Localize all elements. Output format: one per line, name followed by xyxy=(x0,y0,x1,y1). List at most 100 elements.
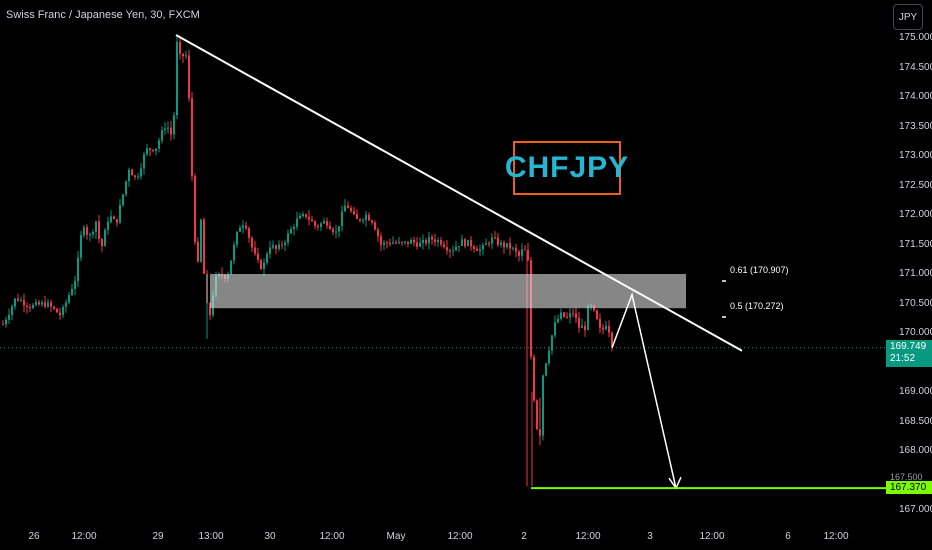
candle-body xyxy=(413,239,415,243)
currency-button[interactable]: JPY xyxy=(893,4,923,30)
candle-body xyxy=(611,332,613,347)
candle-body xyxy=(194,176,196,242)
candle-body xyxy=(275,245,277,250)
candle-body xyxy=(584,325,586,330)
candle-body xyxy=(290,228,292,234)
candle-body xyxy=(542,375,544,436)
candle-body xyxy=(497,237,499,246)
price-tick-label: 171.000 xyxy=(899,268,932,279)
candle-body xyxy=(467,240,469,247)
candle-body xyxy=(395,242,397,244)
candle-body xyxy=(305,214,307,217)
candle-body xyxy=(347,205,349,209)
candle-body xyxy=(185,55,187,57)
candle-body xyxy=(554,322,556,336)
price-tick-label: 172.500 xyxy=(899,179,932,191)
candle-body xyxy=(134,175,136,178)
candle-body xyxy=(173,115,175,135)
candle-body xyxy=(380,236,382,245)
candle-body xyxy=(587,305,589,330)
candle-body xyxy=(83,227,85,236)
candle-body xyxy=(110,216,112,222)
candle-body xyxy=(368,214,370,221)
candle-body xyxy=(308,216,310,220)
candle-body xyxy=(443,244,445,248)
price-tick-label: 173.500 xyxy=(899,120,932,132)
candle-body xyxy=(140,168,142,177)
candle-body xyxy=(2,324,4,326)
symbol-title: Swiss Franc / Japanese Yen, 30, FXCM xyxy=(6,9,200,21)
candle-body xyxy=(422,240,424,243)
candle-body xyxy=(551,335,553,351)
candle-body xyxy=(5,319,7,325)
candle-body xyxy=(446,247,448,251)
candle-body xyxy=(74,281,76,289)
candle-body xyxy=(77,257,79,282)
candle-body xyxy=(464,239,466,247)
candle-body xyxy=(23,300,25,306)
candle-body xyxy=(515,247,517,252)
candle-body xyxy=(500,242,502,246)
candle-body xyxy=(473,246,475,249)
candle-body xyxy=(17,298,19,301)
candle-body xyxy=(38,302,40,305)
candle-body xyxy=(65,302,67,307)
candle-body xyxy=(50,302,52,307)
candle-body xyxy=(170,127,172,135)
time-tick-label: 2 xyxy=(521,531,527,542)
countdown-timer: 21:52 xyxy=(890,353,916,364)
candle-body xyxy=(410,239,412,244)
candle-body xyxy=(95,221,97,232)
candle-body xyxy=(29,306,31,309)
candle-body xyxy=(416,242,418,247)
candle-body xyxy=(263,262,265,270)
candle-body xyxy=(209,303,211,316)
candle-body xyxy=(557,318,559,323)
candle-body xyxy=(392,242,394,244)
candle-body xyxy=(491,237,493,244)
projected-path[interactable] xyxy=(611,292,677,489)
candle-body xyxy=(260,260,262,270)
candle-body xyxy=(257,253,259,261)
candle-body xyxy=(188,55,190,99)
candle-body xyxy=(164,128,166,131)
candle-body xyxy=(461,239,463,246)
candle-body xyxy=(179,41,181,54)
candle-body xyxy=(578,317,580,328)
candle-body xyxy=(47,302,49,307)
price-tick-label: 170.500 xyxy=(899,297,932,309)
candle-body xyxy=(608,326,610,333)
candle-body xyxy=(353,211,355,215)
candle-body xyxy=(404,241,406,243)
candle-body xyxy=(314,221,316,226)
candle-body xyxy=(383,242,385,245)
price-tick-label: 172.000 xyxy=(899,209,932,220)
candle-body xyxy=(581,325,583,328)
candle-body xyxy=(311,219,313,222)
candle-body xyxy=(527,249,529,261)
candle-body xyxy=(470,240,472,247)
time-tick-label: 12:00 xyxy=(699,531,725,542)
trendline[interactable] xyxy=(175,34,743,352)
candle-body xyxy=(518,251,520,256)
candle-body xyxy=(251,237,253,248)
candle-body xyxy=(458,245,460,247)
candle-body xyxy=(419,242,421,247)
candle-body xyxy=(425,240,427,244)
candle-body xyxy=(161,130,163,141)
partial-price-label: 167.500 xyxy=(890,472,923,480)
candle-body xyxy=(11,306,13,315)
candle-body xyxy=(62,306,64,316)
candle-body xyxy=(86,227,88,235)
candle-body xyxy=(281,244,283,246)
resistance-zone[interactable] xyxy=(210,274,686,309)
candle-body xyxy=(560,312,562,319)
candle-body xyxy=(101,238,103,247)
candle-body xyxy=(56,308,58,313)
candle-body xyxy=(512,247,514,249)
candle-body xyxy=(323,220,325,224)
candle-body xyxy=(485,243,487,245)
time-tick-label: 13:00 xyxy=(198,531,224,542)
